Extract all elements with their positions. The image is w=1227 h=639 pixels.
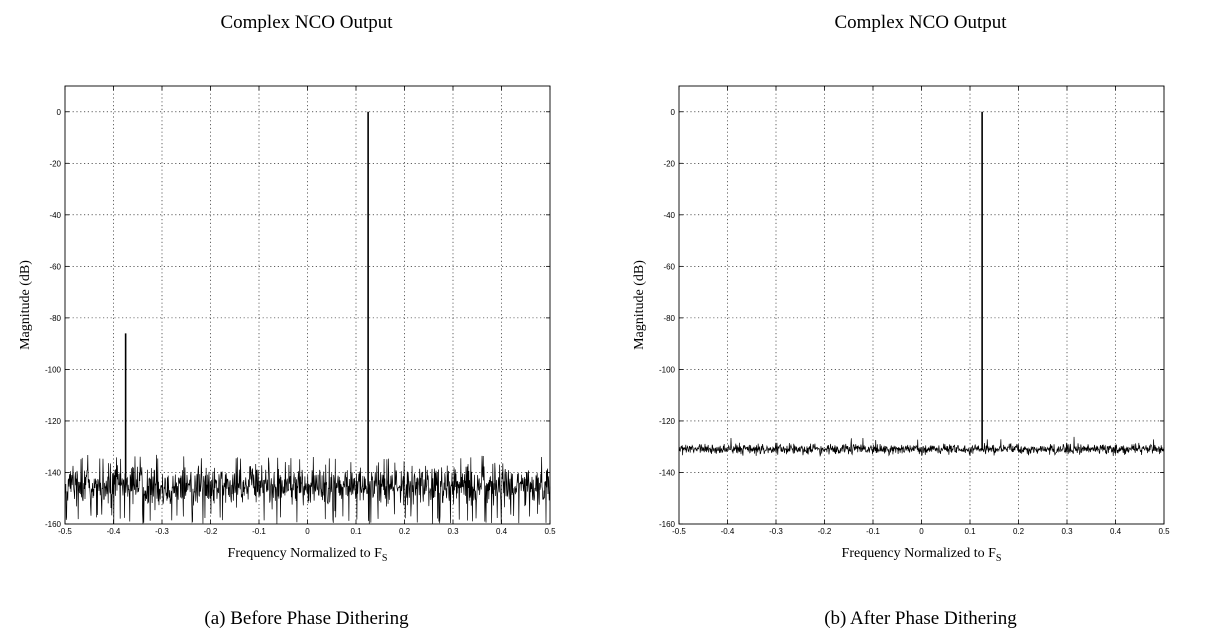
x-tick-label: 0.4 xyxy=(1110,527,1122,536)
y-tick-label: -80 xyxy=(663,314,675,323)
chart-plot-before: -0.5 -0.4 -0.3 -0.2 -0.1 0 0.1 0.2 0.3 0.4 0.5 0 -20… xyxy=(18,85,556,564)
noise-floor-trace xyxy=(678,436,1165,458)
x-tick-label: -0.4 xyxy=(107,527,121,536)
y-tick-label: -120 xyxy=(659,417,676,426)
x-axis-label-subscript: S xyxy=(996,553,1002,564)
chart-title: Complex NCO Output xyxy=(220,12,393,33)
chart-title: Complex NCO Output xyxy=(834,12,1007,33)
chart-panel-after: Complex NCO Output -0.5 -0.4 -0.3 -0.2 -0.1 0… xyxy=(614,0,1227,639)
x-axis-label: Frequency Normalized to FS xyxy=(842,546,1002,564)
y-axis-label: Magnitude (dB) xyxy=(632,260,647,350)
y-tick-label: -160 xyxy=(659,520,676,529)
x-tick-label: -0.5 xyxy=(58,527,72,536)
x-tick-label: -0.1 xyxy=(252,527,266,536)
y-tick-label: -100 xyxy=(659,365,676,374)
chart-caption: (b) After Phase Dithering xyxy=(824,608,1017,629)
x-tick-label: -0.5 xyxy=(672,527,686,536)
y-tick-label: -20 xyxy=(663,159,675,168)
x-tick-label: 0.4 xyxy=(496,527,508,536)
chart-caption: (a) Before Phase Dithering xyxy=(204,608,409,629)
x-axis-label: Frequency Normalized to FS xyxy=(228,546,388,564)
x-tick-label: 0 xyxy=(305,527,310,536)
y-axis-label: Magnitude (dB) xyxy=(18,260,33,350)
y-tick-label: -160 xyxy=(45,520,62,529)
x-tick-label: 0.1 xyxy=(350,527,362,536)
x-tick-label: -0.3 xyxy=(155,527,169,536)
y-tick-label: 0 xyxy=(57,108,62,117)
x-tick-label: 0.3 xyxy=(447,527,459,536)
x-tick-label: 0.2 xyxy=(399,527,411,536)
x-tick-label: 0.5 xyxy=(544,527,556,536)
chart-plot-after: -0.5 -0.4 -0.3 -0.2 -0.1 0 0.1 0.2 0.3 0.4 0.5 0 -20… xyxy=(632,85,1170,564)
y-tick-label: -140 xyxy=(659,468,676,477)
y-tick-label: -140 xyxy=(45,468,62,477)
y-tick-label: -40 xyxy=(663,211,675,220)
x-tick-label: -0.3 xyxy=(769,527,783,536)
y-tick-label: -20 xyxy=(49,159,61,168)
y-tick-label: -60 xyxy=(49,262,61,271)
x-tick-label: 0.2 xyxy=(1013,527,1025,536)
x-tick-label: 0.1 xyxy=(964,527,976,536)
x-tick-label: 0.5 xyxy=(1158,527,1170,536)
noise-floor-trace xyxy=(64,454,551,524)
y-tick-label: 0 xyxy=(671,108,676,117)
x-tick-label: -0.2 xyxy=(818,527,832,536)
x-tick-label: -0.2 xyxy=(204,527,218,536)
x-tick-label: -0.4 xyxy=(721,527,735,536)
y-tick-label: -100 xyxy=(45,365,62,374)
y-tick-label: -120 xyxy=(45,417,62,426)
y-tick-label: -80 xyxy=(49,314,61,323)
x-tick-label: 0.3 xyxy=(1061,527,1073,536)
x-axis-label-subscript: S xyxy=(382,553,388,564)
chart-panel-before: Complex NCO Output -0.5 -0.4 -0.3 -0.2 -0.1 0… xyxy=(0,0,613,639)
x-tick-label: 0 xyxy=(919,527,924,536)
y-tick-label: -40 xyxy=(49,211,61,220)
y-tick-label: -60 xyxy=(663,262,675,271)
x-tick-label: -0.1 xyxy=(866,527,880,536)
